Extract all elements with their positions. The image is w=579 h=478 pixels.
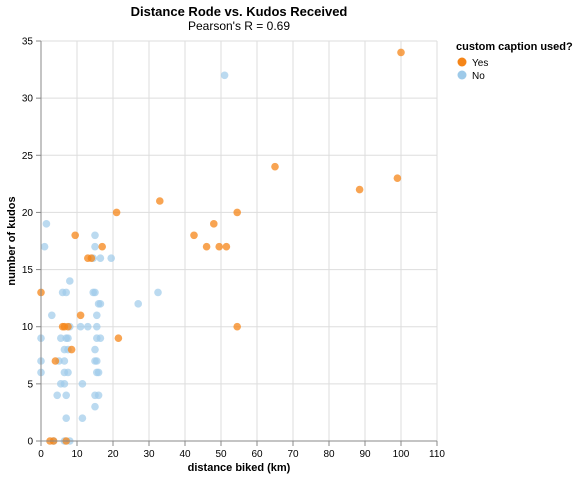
y-tick-label: 15 <box>22 265 34 276</box>
point-no <box>93 322 101 331</box>
point-no <box>78 380 87 388</box>
y-axis-ticks: 0 5 10 15 20 25 30 35 <box>22 37 41 448</box>
point-no <box>60 380 69 388</box>
point-no <box>42 220 51 228</box>
point-yes <box>64 322 72 331</box>
point-yes <box>98 242 106 251</box>
point-no <box>62 288 70 297</box>
point-no <box>96 254 105 262</box>
point-no <box>94 391 103 400</box>
point-no <box>40 242 49 251</box>
point-no <box>94 368 103 377</box>
x-tick-label: 80 <box>323 449 335 460</box>
point-yes <box>114 334 123 342</box>
x-tick-label: 20 <box>107 449 119 460</box>
point-no <box>96 334 105 342</box>
point-yes <box>222 242 231 251</box>
point-yes <box>393 174 402 182</box>
x-tick-label: 50 <box>215 449 227 460</box>
point-no <box>60 357 69 365</box>
x-tick-label: 90 <box>359 449 371 460</box>
point-no <box>107 254 115 262</box>
point-yes <box>76 311 85 320</box>
y-tick-label: 5 <box>27 379 33 390</box>
point-no <box>93 357 101 365</box>
x-tick-label: 40 <box>179 449 191 460</box>
x-tick-label: 30 <box>143 449 155 460</box>
x-tick-label: 60 <box>251 449 263 460</box>
point-no <box>91 288 99 297</box>
point-yes <box>233 208 241 217</box>
point-no <box>96 300 105 308</box>
x-tick-label: 0 <box>38 449 44 460</box>
legend-label-no: No <box>472 71 485 82</box>
data-points <box>37 48 405 445</box>
point-no <box>78 414 87 422</box>
point-yes <box>202 242 211 251</box>
y-tick-label: 30 <box>22 94 34 105</box>
point-yes <box>271 162 279 171</box>
chart-title: Distance Rode vs. Kudos Received <box>131 4 348 19</box>
point-no <box>91 345 99 354</box>
point-yes <box>112 208 121 217</box>
point-no <box>48 311 56 320</box>
point-no <box>53 391 61 400</box>
x-axis-title: distance biked (km) <box>188 462 291 474</box>
point-yes <box>67 345 76 354</box>
point-no <box>62 414 70 422</box>
y-tick-label: 10 <box>22 322 34 333</box>
y-tick-label: 25 <box>22 151 34 162</box>
legend-swatch-yes <box>457 57 467 67</box>
point-yes <box>156 197 164 205</box>
x-tick-label: 70 <box>287 449 299 460</box>
x-tick-label: 100 <box>393 449 410 460</box>
point-yes <box>87 254 96 262</box>
point-yes <box>190 231 198 240</box>
point-yes <box>397 48 405 57</box>
point-yes <box>210 220 218 228</box>
point-no <box>93 311 101 320</box>
point-no <box>91 231 99 240</box>
grid <box>40 40 438 442</box>
point-no <box>84 322 92 331</box>
point-yes <box>233 322 241 331</box>
chart-subtitle: Pearson's R = 0.69 <box>188 19 290 33</box>
point-yes <box>215 242 223 251</box>
point-no <box>57 334 65 342</box>
point-yes <box>355 185 364 194</box>
x-tick-label: 10 <box>71 449 83 460</box>
point-no <box>76 322 85 331</box>
point-no <box>91 402 99 411</box>
y-tick-label: 0 <box>27 437 33 448</box>
point-yes <box>71 231 79 240</box>
y-tick-label: 35 <box>22 37 34 48</box>
point-no <box>66 277 74 285</box>
point-yes <box>51 357 60 365</box>
y-tick-label: 20 <box>22 208 34 219</box>
x-tick-label: 110 <box>429 449 445 460</box>
point-no <box>62 391 70 400</box>
point-no <box>134 300 142 308</box>
point-no <box>64 334 72 342</box>
x-axis-ticks: 0 10 20 30 40 50 60 70 80 90 100 110 <box>38 441 445 460</box>
point-no <box>220 71 229 80</box>
point-no <box>91 242 99 251</box>
point-no <box>64 368 72 377</box>
axes <box>40 41 437 442</box>
legend-label-yes: Yes <box>472 58 488 69</box>
legend: custom caption used? Yes No <box>456 41 573 82</box>
point-no <box>154 288 162 297</box>
legend-swatch-no <box>457 70 467 80</box>
y-axis-title: number of kudos <box>6 196 18 285</box>
legend-title: custom caption used? <box>456 41 573 53</box>
